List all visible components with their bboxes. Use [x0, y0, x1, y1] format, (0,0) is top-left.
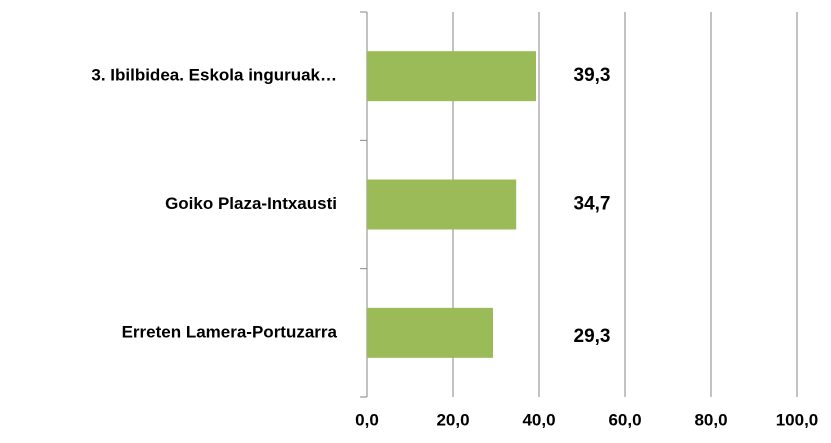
x-tick-label: 0,0 [355, 410, 379, 429]
x-tick-label: 60,0 [608, 410, 641, 429]
bar [367, 179, 517, 230]
y-tick-label: 3. Ibilbidea. Eskola inguruak… [91, 66, 337, 85]
x-tick-label: 100,0 [776, 410, 819, 429]
y-tick-label: Goiko Plaza-Intxausti [165, 194, 337, 213]
data-label: 34,7 [574, 194, 611, 215]
data-label: 29,3 [574, 326, 611, 347]
data-label: 39,3 [574, 65, 611, 86]
bar [367, 307, 493, 358]
x-tick-label: 80,0 [694, 410, 727, 429]
bar [367, 51, 536, 102]
x-tick-label: 40,0 [522, 410, 555, 429]
y-tick-label: Erreten Lamera-Portuzarra [122, 322, 338, 341]
x-tick-label: 20,0 [436, 410, 469, 429]
